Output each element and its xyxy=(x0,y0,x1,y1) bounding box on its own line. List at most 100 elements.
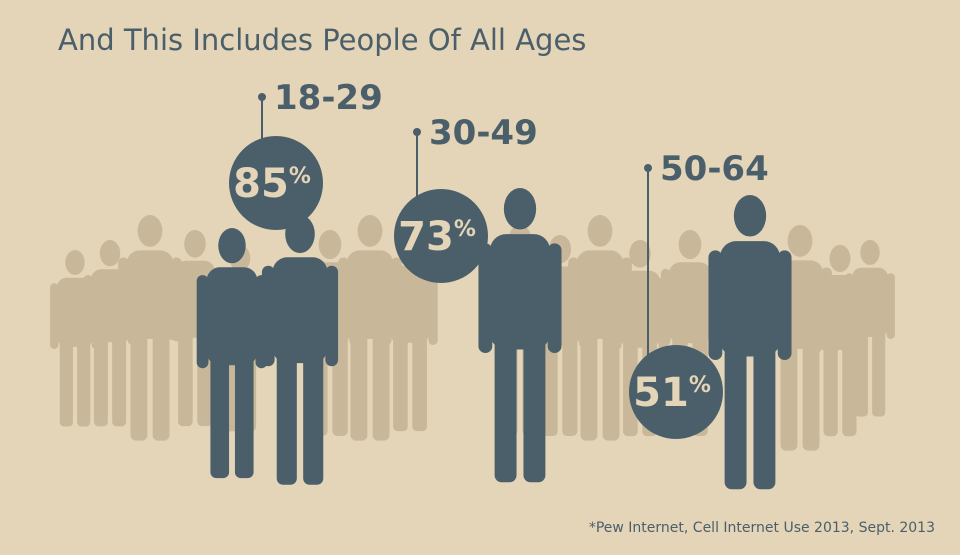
arm xyxy=(568,257,579,342)
leg xyxy=(580,330,598,441)
person xyxy=(196,228,268,479)
arm xyxy=(83,275,93,345)
arm xyxy=(612,276,622,350)
torso xyxy=(620,270,660,348)
torso xyxy=(669,262,711,344)
torso xyxy=(490,234,550,350)
leg xyxy=(178,330,193,427)
leg xyxy=(823,342,838,437)
leg xyxy=(842,342,857,437)
head xyxy=(629,240,651,268)
crowd-person xyxy=(118,215,182,441)
age-groups: 18-29 85% 30-49 73% 50-64 51% xyxy=(229,78,769,439)
torso xyxy=(852,267,888,337)
age-group: 50-64 51% xyxy=(629,149,769,439)
leader-dot xyxy=(258,93,266,101)
percent-unit: % xyxy=(454,217,476,242)
arm xyxy=(813,281,822,353)
head xyxy=(860,240,880,265)
head xyxy=(787,225,813,257)
source: *Pew Internet, Cell Internet Use 2013, S… xyxy=(589,520,935,536)
head xyxy=(503,188,537,230)
arm xyxy=(478,243,493,353)
leg xyxy=(350,330,368,441)
age-group: 30-49 73% xyxy=(394,113,538,283)
head xyxy=(587,215,613,247)
leg xyxy=(412,335,427,432)
percent-value: 85 xyxy=(233,161,289,207)
foreground-people xyxy=(196,188,792,490)
badge xyxy=(229,136,323,230)
percent-unit: % xyxy=(289,164,311,189)
arm xyxy=(547,243,562,353)
age-label: 18-29 xyxy=(274,78,383,118)
badge xyxy=(629,345,723,439)
torso xyxy=(206,267,258,366)
age-group: 18-29 85% xyxy=(229,78,383,230)
arm xyxy=(338,257,349,342)
torso xyxy=(390,265,430,343)
leg xyxy=(523,338,546,483)
arm xyxy=(261,265,275,367)
torso xyxy=(347,250,393,339)
arm xyxy=(118,257,129,342)
age-label: 30-49 xyxy=(429,113,538,153)
person xyxy=(261,215,339,485)
leg xyxy=(854,330,868,417)
arm xyxy=(382,271,392,345)
torso xyxy=(720,241,780,357)
head xyxy=(218,228,246,264)
leg xyxy=(234,355,254,479)
head xyxy=(65,250,85,275)
leg xyxy=(602,330,620,441)
leg xyxy=(276,352,297,485)
percent-unit: % xyxy=(689,373,711,398)
head xyxy=(99,240,121,267)
leg xyxy=(210,355,230,479)
head xyxy=(678,230,702,260)
head xyxy=(829,245,851,272)
leader-dot xyxy=(644,164,652,172)
arm xyxy=(777,250,792,360)
arm xyxy=(845,273,854,339)
torso xyxy=(577,250,623,339)
torso xyxy=(127,250,173,339)
torso xyxy=(272,257,328,364)
arm xyxy=(660,268,671,346)
arm xyxy=(886,273,895,339)
leg xyxy=(303,352,324,485)
percent: 85% xyxy=(233,161,311,207)
percent-value: 51 xyxy=(633,370,689,416)
leg xyxy=(77,340,91,427)
leg xyxy=(753,345,776,490)
arm xyxy=(708,250,723,360)
leg xyxy=(494,338,517,483)
leg xyxy=(562,337,578,437)
head xyxy=(357,215,383,247)
arm xyxy=(428,271,438,345)
arm xyxy=(325,265,339,367)
head xyxy=(184,230,206,258)
leader-dot xyxy=(413,128,421,136)
badge xyxy=(394,189,488,283)
percent: 51% xyxy=(633,370,711,416)
leg xyxy=(152,330,170,441)
title: And This Includes People Of All Ages xyxy=(58,23,586,57)
head xyxy=(318,230,342,260)
arm xyxy=(50,283,59,349)
leg xyxy=(802,340,820,451)
crowd-person xyxy=(845,240,895,417)
age-label: 50-64 xyxy=(660,149,769,189)
leg xyxy=(780,340,798,451)
percent-value: 73 xyxy=(398,214,454,260)
arm xyxy=(196,275,209,369)
head xyxy=(733,195,767,237)
leg xyxy=(372,330,390,441)
person xyxy=(478,188,562,483)
leg xyxy=(130,330,148,441)
leg xyxy=(112,335,127,427)
head xyxy=(137,215,163,247)
percent: 73% xyxy=(398,214,476,260)
